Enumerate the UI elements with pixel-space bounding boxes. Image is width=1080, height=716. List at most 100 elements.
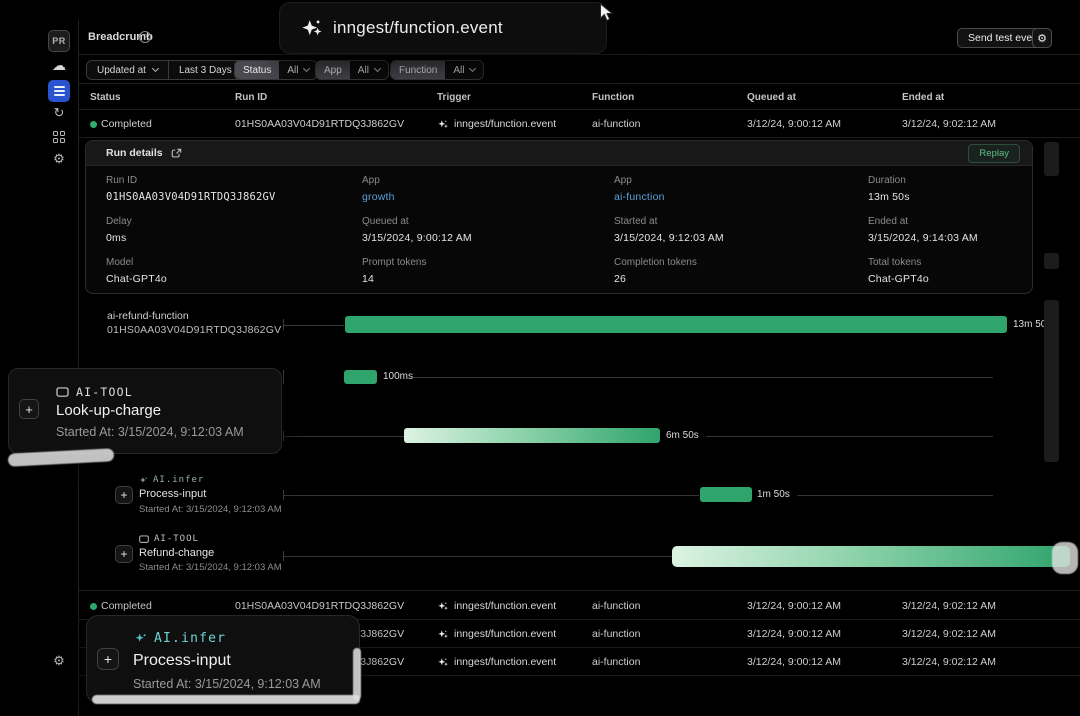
timeline-bar-step3[interactable] xyxy=(700,487,752,502)
trigger-name: inngest/function.event xyxy=(454,600,557,612)
gear-icon-header[interactable]: ⚙ xyxy=(1032,28,1052,48)
field-delay: Delay 0ms xyxy=(106,216,132,244)
timeline-tick xyxy=(283,431,284,441)
run-id: 01HS0AA03V04D91RTDQ3J862GV xyxy=(235,600,405,612)
range-label: Last 3 Days xyxy=(178,64,232,76)
expand-step-button[interactable]: + xyxy=(115,486,133,504)
timeline-connector xyxy=(284,436,404,437)
step-name: Process-input xyxy=(139,488,207,500)
timeline-connector xyxy=(284,325,344,326)
avatar-pr-badge[interactable]: PR xyxy=(48,30,70,52)
panel-sliver xyxy=(1044,142,1059,176)
timeline-tick xyxy=(283,490,284,500)
run-details-grid: Run ID 01HS0AA03V04D91RTDQ3J862GV App grow… xyxy=(86,166,1032,285)
function-link[interactable]: ai-function xyxy=(592,600,641,612)
run-trigger: inngest/function.event xyxy=(437,648,556,676)
run-id: 01HS0AA03V04D91RTDQ3J862GV xyxy=(235,118,405,130)
external-link-icon[interactable] xyxy=(171,148,182,159)
artifact-smudge xyxy=(1052,542,1078,574)
trigger-name: inngest/function.event xyxy=(454,656,557,668)
send-test-event-button[interactable]: Send test event xyxy=(957,28,1052,48)
breadcrumb: Breadcrumb xyxy=(88,31,153,43)
timeline-bar-step2[interactable] xyxy=(404,428,660,443)
step-started: Started At: 3/15/2024, 9:12:03 AM xyxy=(133,677,321,691)
chevron-down-icon xyxy=(151,64,159,73)
timeline-bar-step4[interactable] xyxy=(672,546,1070,567)
inngest-spark-icon xyxy=(302,19,322,35)
artifact-smudge xyxy=(353,648,361,700)
tooltip-process-input: AI.infer + Process-input Started At: 3/1… xyxy=(86,615,360,703)
replay-button[interactable]: Replay xyxy=(968,143,1020,163)
status-filter-value: All xyxy=(287,64,299,76)
timeline-divider xyxy=(78,590,1080,591)
step-kind: AI-TOOL xyxy=(139,534,199,544)
col-trigger: Trigger xyxy=(437,92,471,103)
refresh-icon[interactable]: ↻ xyxy=(53,105,65,120)
table-row[interactable]: Completed 01HS0AA03V04D91RTDQ3J862GV inn… xyxy=(78,592,1080,620)
cloud-icon[interactable]: ☁ xyxy=(52,57,66,73)
function-filter-value: All xyxy=(453,64,465,76)
step-started: Started At: 3/15/2024, 9:12:03 AM xyxy=(139,504,282,515)
panel-sliver xyxy=(1044,253,1059,269)
queued-at: 3/12/24, 9:00:12 AM xyxy=(747,118,841,130)
expand-step-button[interactable]: + xyxy=(115,545,133,563)
run-trigger: inngest/function.event xyxy=(437,592,556,620)
step-name: Process-input xyxy=(133,652,231,669)
run-trigger: inngest/function.event xyxy=(437,620,556,648)
field-completion-tokens: Completion tokens 26 xyxy=(614,257,697,285)
function-link[interactable]: ai-function xyxy=(592,628,641,640)
timeline-bar-step1[interactable] xyxy=(344,370,377,384)
run-status: Completed xyxy=(101,600,152,612)
gear-icon-sidebar[interactable]: ⚙ xyxy=(53,151,65,166)
ai-infer-icon xyxy=(140,476,147,483)
ai-infer-icon xyxy=(135,633,146,642)
col-function: Function xyxy=(592,92,635,103)
vertical-scrollbar[interactable] xyxy=(1044,300,1059,462)
step-kind: AI-TOOL xyxy=(56,385,133,399)
event-name: inngest/function.event xyxy=(333,18,503,37)
ended-at: 3/12/24, 9:02:12 AM xyxy=(902,118,996,130)
status-filter-label: Status xyxy=(235,61,280,79)
timeline-tick xyxy=(283,551,284,561)
status-dot xyxy=(90,603,97,610)
chevron-down-icon xyxy=(373,64,381,73)
expand-step-button[interactable]: + xyxy=(97,648,119,670)
expand-step-button[interactable]: + xyxy=(19,399,39,419)
function-link[interactable]: ai-function xyxy=(592,656,641,668)
apps-grid-icon[interactable] xyxy=(53,131,66,144)
function-link[interactable]: ai-function xyxy=(592,118,641,130)
table-row[interactable]: Completed 01HS0AA03V04D91RTDQ3J862GV inn… xyxy=(78,110,1080,138)
range-dropdown[interactable]: Last 3 Days xyxy=(167,61,254,79)
step-name: Refund-change xyxy=(139,547,215,559)
trigger-name: inngest/function.event xyxy=(454,118,557,130)
ai-tool-icon xyxy=(56,386,69,397)
field-started-at: Started at 3/15/2024, 9:12:03 AM xyxy=(614,216,724,244)
chevron-down-icon xyxy=(469,64,477,73)
timeline-connector xyxy=(797,495,993,496)
field-app-function: App ai-function xyxy=(614,175,665,203)
col-queued: Queued at xyxy=(747,92,796,103)
function-filter[interactable]: Function All xyxy=(390,60,485,80)
timeline-function-run-id: 01HS0AA03V04D91RTDQ3J862GV xyxy=(107,324,282,336)
queued-at: 3/12/24, 9:00:12 AM xyxy=(747,656,841,668)
queued-at: 3/12/24, 9:00:12 AM xyxy=(747,600,841,612)
table-head-divider xyxy=(78,109,1080,110)
run-status: Completed xyxy=(101,118,152,130)
gear-icon-bottom[interactable]: ⚙ xyxy=(53,653,65,668)
help-icon[interactable]: ? xyxy=(139,31,151,43)
list-icon xyxy=(53,86,65,96)
timeline-bar-function[interactable] xyxy=(345,316,1007,333)
status-filter[interactable]: Status All xyxy=(234,60,319,80)
app-filter-label: App xyxy=(316,61,350,79)
step-started: Started At: 3/15/2024, 9:12:03 AM xyxy=(139,562,282,573)
col-status: Status xyxy=(90,92,121,103)
timeline-connector xyxy=(284,495,699,496)
cursor-icon xyxy=(599,3,614,22)
step-kind: AI.infer xyxy=(139,475,204,485)
app-filter[interactable]: App All xyxy=(315,60,389,80)
field-total-tokens: Total tokens Chat-GPT4o xyxy=(868,257,929,285)
status-dot xyxy=(90,121,97,128)
sidebar-item-runs[interactable] xyxy=(48,80,70,102)
sort-dropdown[interactable]: Updated at xyxy=(87,61,168,79)
sort-label: Updated at xyxy=(97,64,146,76)
